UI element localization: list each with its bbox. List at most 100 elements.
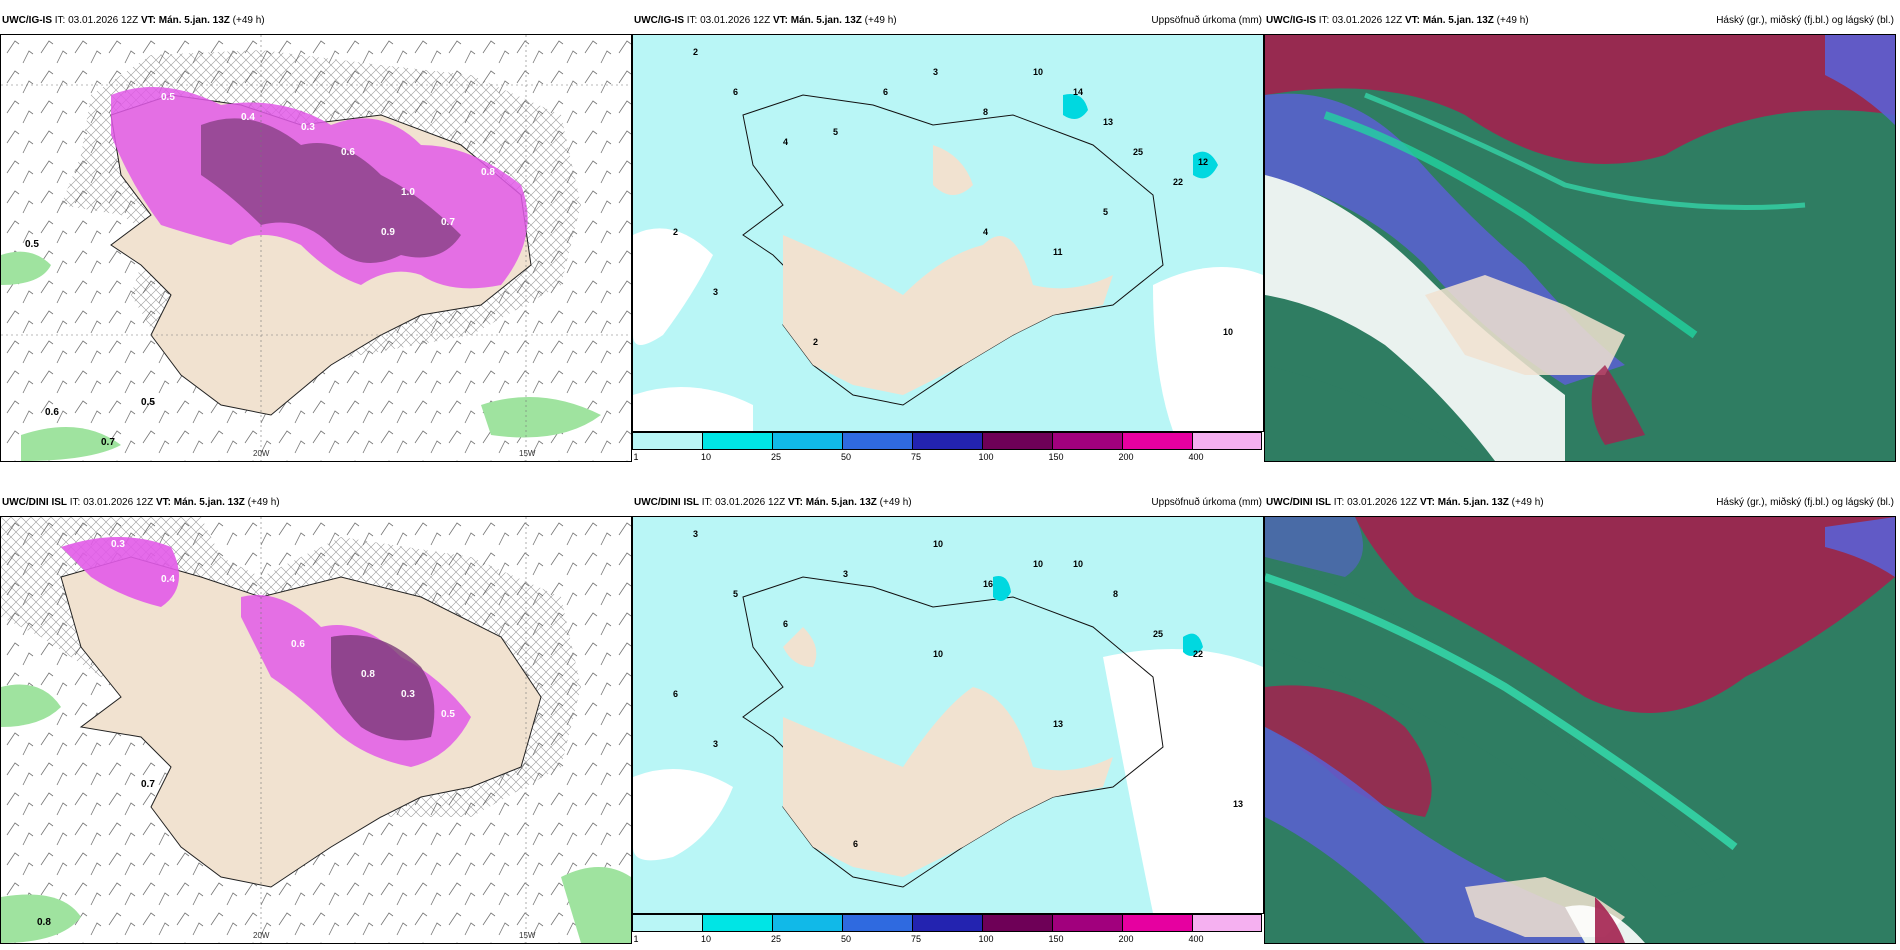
precip-legend: 1 10 25 50 75 100 150 200 400 [632, 914, 1262, 944]
value-label: 0.6 [341, 147, 355, 158]
map-clouds[interactable] [1264, 516, 1896, 944]
value-label: 0.3 [301, 122, 315, 133]
init-time: 03.01.2026 12Z [700, 15, 771, 26]
vt-label: VT: [772, 15, 788, 26]
value-label: 0.8 [481, 167, 495, 178]
value-label: 2 [813, 337, 818, 347]
value-label: 0.8 [361, 669, 375, 680]
value-label: 14 [1073, 87, 1083, 97]
legend-swatch [842, 914, 913, 932]
value-label: 0.9 [381, 227, 395, 238]
legend-swatch [1192, 914, 1262, 932]
legend-tick: 400 [1188, 934, 1204, 944]
model-name: UWC/IG-IS [634, 15, 684, 26]
panel-row1-mid: UWC/IG-IS IT: 03.01.2026 12Z VT: Mán. 5.… [632, 12, 1264, 462]
panel-header: UWC/IG-IS IT: 03.01.2026 12Z VT: Mán. 5.… [0, 12, 632, 30]
it-label: IT: [1318, 15, 1330, 26]
value-label: 4 [783, 137, 788, 147]
legend-swatch [982, 432, 1053, 450]
it-label: IT: [69, 497, 81, 508]
value-label: 5 [733, 589, 738, 599]
model-name: UWC/DINI ISL [634, 497, 699, 508]
valid-time: Mán. 5.jan. 13Z [1437, 497, 1509, 508]
panel-row2-left: UWC/DINI ISL IT: 03.01.2026 12Z VT: Mán.… [0, 494, 632, 944]
panel-header: UWC/IG-IS IT: 03.01.2026 12Z VT: Mán. 5.… [632, 12, 1264, 30]
legend-swatch [1192, 432, 1262, 450]
value-label: 0.7 [101, 437, 115, 448]
valid-time: Mán. 5.jan. 13Z [1422, 15, 1494, 26]
value-label: 22 [1173, 177, 1183, 187]
panel-title: Uppsöfnuð úrkoma (mm) [1151, 15, 1262, 26]
map-wind-precip[interactable]: 0.3 0.4 0.6 0.8 0.3 0.5 0.7 0.8 20W 15W [0, 516, 632, 944]
init-time: 03.01.2026 12Z [83, 497, 154, 508]
value-label: 2 [673, 227, 678, 237]
legend-swatch [982, 914, 1053, 932]
value-label: 0.7 [141, 779, 155, 790]
value-label: 22 [1193, 649, 1203, 659]
value-label: 0.8 [37, 917, 51, 928]
value-label: 4 [983, 227, 988, 237]
value-label: 6 [883, 87, 888, 97]
value-label: 0.4 [241, 112, 255, 123]
it-label: IT: [1333, 497, 1345, 508]
value-label: 6 [783, 619, 788, 629]
value-label: 0.6 [45, 407, 59, 418]
lon-label: 20W [253, 449, 270, 458]
legend-tick: 75 [910, 934, 922, 944]
lead-time: (+49 h) [232, 15, 265, 26]
value-label: 3 [713, 739, 718, 749]
valid-time: Mán. 5.jan. 13Z [158, 15, 230, 26]
legend-swatch [632, 914, 703, 932]
map-accum-precip[interactable]: 3 5 6 3 10 16 10 10 8 25 22 6 3 6 13 13 … [632, 516, 1264, 914]
value-label: 8 [983, 107, 988, 117]
legend-swatch [1052, 914, 1123, 932]
value-label: 16 [983, 579, 993, 589]
it-label: IT: [54, 15, 66, 26]
legend-swatch [702, 914, 773, 932]
value-label: 0.7 [441, 217, 455, 228]
it-label: IT: [686, 15, 698, 26]
value-label: 0.6 [291, 639, 305, 650]
vt-label: VT: [1419, 497, 1435, 508]
legend-tick: 50 [840, 452, 852, 462]
vt-label: VT: [140, 15, 156, 26]
vt-label: VT: [1404, 15, 1420, 26]
legend-swatch [1052, 432, 1123, 450]
lead-time: (+49 h) [1496, 15, 1529, 26]
value-label: 0.5 [441, 709, 455, 720]
value-label: 2 [693, 47, 698, 57]
init-time: 03.01.2026 12Z [68, 15, 139, 26]
legend-tick: 25 [770, 452, 782, 462]
value-label: 13 [1233, 799, 1243, 809]
it-label: IT: [701, 497, 713, 508]
value-label: 6 [853, 839, 858, 849]
value-label: 10 [933, 539, 943, 549]
legend-tick: 1 [633, 452, 639, 462]
map-accum-precip[interactable]: 2 6 4 5 6 3 8 10 14 13 25 22 12 2 3 2 11… [632, 34, 1264, 432]
value-label: 5 [1103, 207, 1108, 217]
value-label: 3 [933, 67, 938, 77]
legend-tick: 75 [910, 452, 922, 462]
value-label: 13 [1103, 117, 1113, 127]
value-label: 0.5 [161, 92, 175, 103]
legend-swatch [702, 432, 773, 450]
panel-title: Uppsöfnuð úrkoma (mm) [1151, 497, 1262, 508]
value-label: 3 [693, 529, 698, 539]
panel-row1-left: UWC/IG-IS IT: 03.01.2026 12Z VT: Mán. 5.… [0, 12, 632, 462]
map-wind-precip[interactable]: 0.5 0.4 0.3 0.6 1.0 0.7 0.9 0.8 0.5 0.5 … [0, 34, 632, 462]
legend-swatch [912, 432, 983, 450]
value-label: 8 [1113, 589, 1118, 599]
vt-label: VT: [155, 497, 171, 508]
panel-row2-mid: UWC/DINI ISL IT: 03.01.2026 12Z VT: Mán.… [632, 494, 1264, 944]
value-label: 6 [673, 689, 678, 699]
vt-label: VT: [787, 497, 803, 508]
value-label: 10 [933, 649, 943, 659]
legend-tick: 100 [978, 452, 994, 462]
model-name: UWC/IG-IS [1266, 15, 1316, 26]
panel-title: Háský (gr.), miðský (fj.bl.) og lágský (… [1716, 497, 1894, 508]
lead-time: (+49 h) [1511, 497, 1544, 508]
panel-row2-right: UWC/DINI ISL IT: 03.01.2026 12Z VT: Mán.… [1264, 494, 1896, 944]
legend-tick: 100 [978, 934, 994, 944]
legend-tick: 150 [1048, 934, 1064, 944]
map-clouds[interactable] [1264, 34, 1896, 462]
